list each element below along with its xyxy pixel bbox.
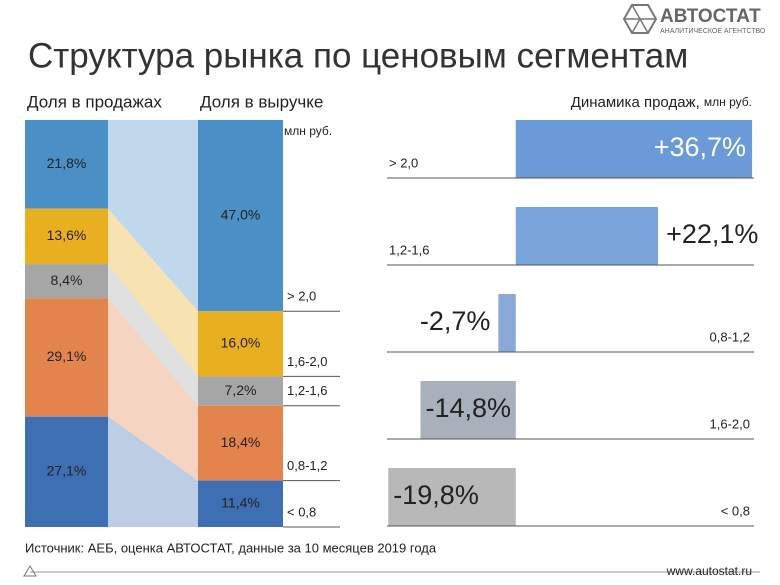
bar [388,468,516,526]
value-label: 16,0% [221,335,261,351]
value-label: +36,7% [654,132,746,162]
value-label: -2,7% [420,306,491,336]
segment [25,416,108,527]
value-label: 8,4% [51,272,83,288]
value-label: 47,0% [221,206,261,222]
bar [515,207,659,265]
category-label: 1,2-1,6 [389,242,429,257]
unit-label: млн руб. [284,124,332,138]
value-label: 29,1% [47,348,87,364]
category-label: 0,8-1,2 [710,329,750,344]
value-label: 18,4% [221,434,261,450]
category-label: 0,8-1,2 [287,458,327,473]
category-label: < 0,8 [287,504,316,519]
chart-title: Динамика продаж, млн руб. [571,94,752,111]
url: www.autostat.ru [666,564,752,578]
bar [498,294,516,352]
segment [25,120,108,209]
category-label: > 2,0 [287,289,316,304]
bar [420,381,516,439]
title: Структура рынка по ценовым сегментам [28,36,688,75]
value-label: 13,6% [47,227,87,243]
segment [198,311,283,377]
band [108,416,198,527]
category-label: > 2,0 [389,155,418,170]
band [108,120,198,312]
segment [198,120,283,312]
value-label: -19,8% [393,480,479,510]
segment [25,208,108,265]
source: Источник: АЕБ, оценка АВТОСТАТ, данные з… [25,540,437,555]
title-text: Динамика продаж, [571,94,704,111]
value-label: 11,4% [221,495,260,511]
bar [515,120,753,178]
band [108,208,198,377]
value-label: 21,8% [47,155,87,171]
value-label: -14,8% [425,393,511,423]
segment [198,480,283,527]
segment [25,298,108,417]
category-label: 1,6-2,0 [287,354,327,369]
category-label: 1,6-2,0 [710,416,750,431]
segment [25,264,108,299]
logo-icon-lines [624,4,656,34]
footer-icon [23,565,37,577]
unit-label: млн руб. [704,95,752,109]
category-label: < 0,8 [721,503,750,518]
series-header: Доля в продажах [27,92,162,111]
logo-tagline: АНАЛИТИЧЕСКОЕ АГЕНТСТВО [660,28,766,35]
category-label: 1,2-1,6 [287,383,327,398]
band [108,298,198,481]
segment [198,405,283,481]
value-label: 27,1% [47,463,87,479]
series-header: Доля в выручке [200,92,323,111]
value-label: +22,1% [666,219,758,249]
logo-name: АВТОСТАТ [660,6,761,27]
value-label: 7,2% [225,382,257,398]
segment [198,376,283,406]
band [108,264,198,406]
